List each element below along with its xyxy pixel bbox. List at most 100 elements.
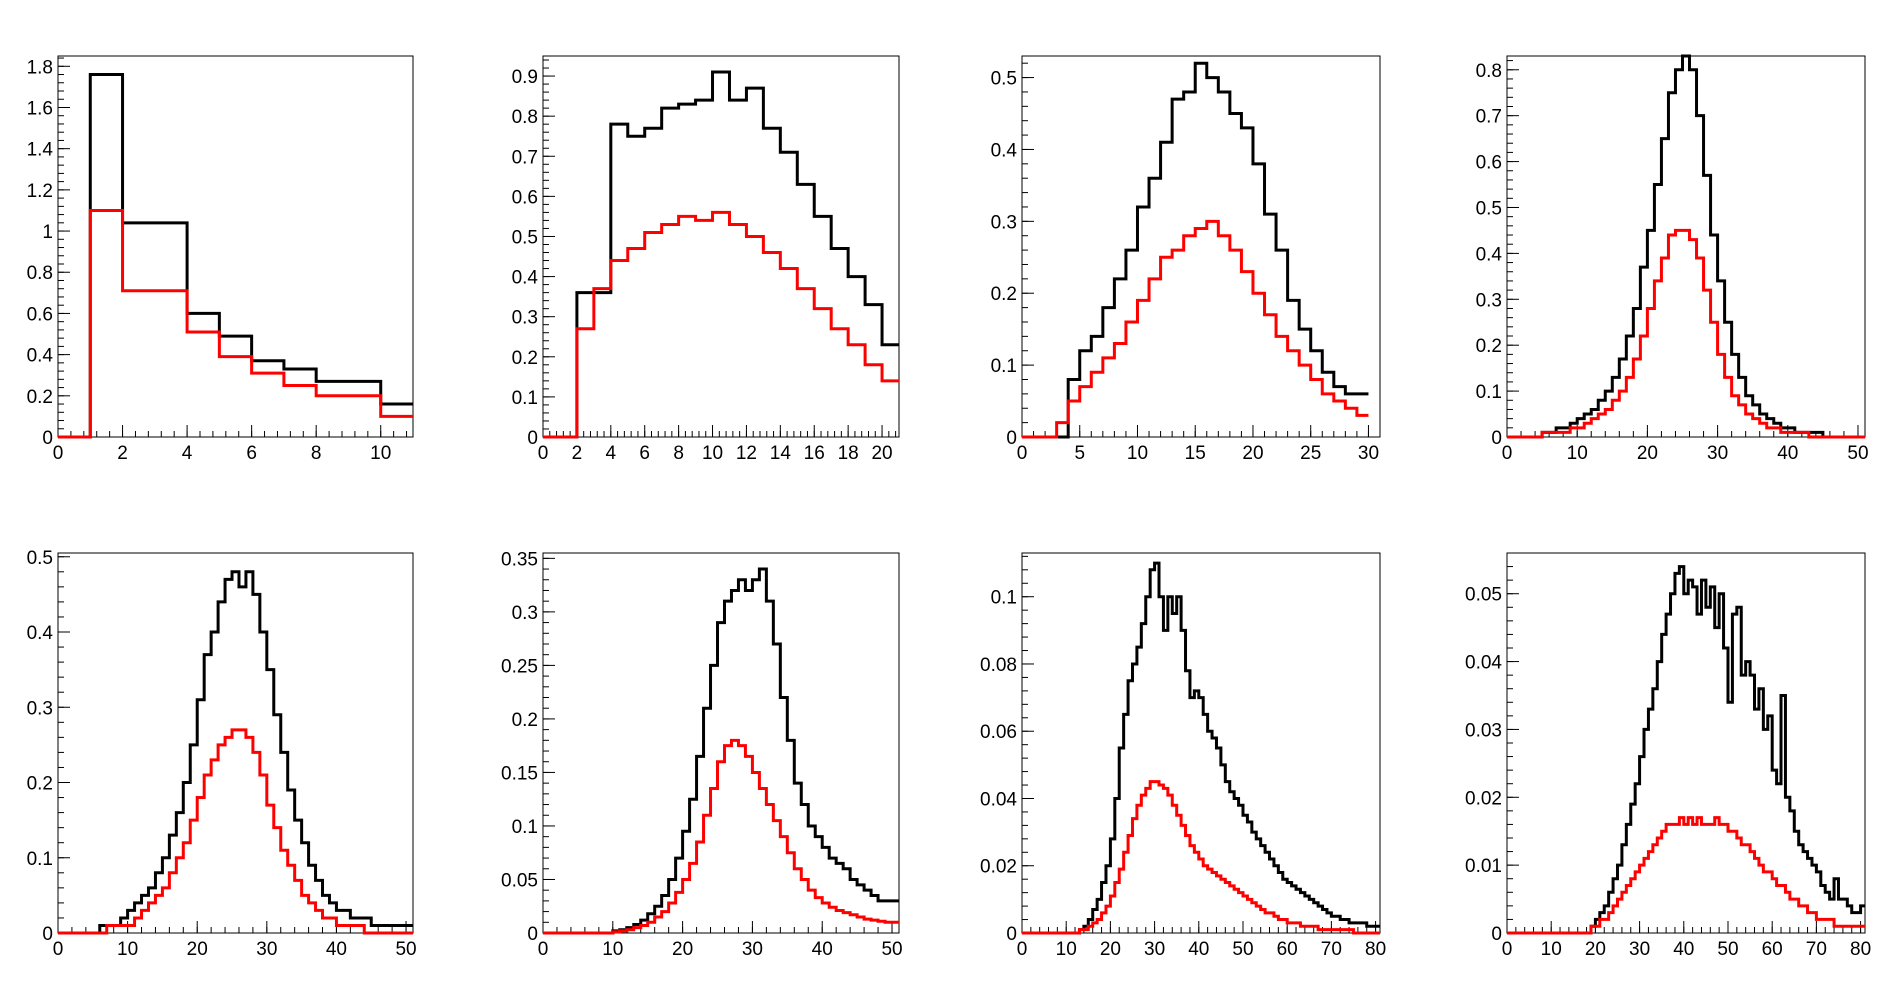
y-tick-label: 0.2 bbox=[27, 774, 53, 795]
y-tick-label: 0.08 bbox=[980, 655, 1017, 676]
y-tick-label: 0.7 bbox=[1476, 107, 1502, 128]
histogram-series-black bbox=[1022, 61, 1369, 439]
plot-frame bbox=[1506, 552, 1866, 934]
y-tick-label: 0.5 bbox=[1476, 198, 1502, 219]
y-tick-label: 0.2 bbox=[512, 348, 538, 369]
y-tick-label: 0 bbox=[42, 428, 53, 449]
x-tick-label: 30 bbox=[1144, 939, 1165, 960]
y-tick-label: 1 bbox=[42, 222, 53, 243]
y-tick-label: 0.8 bbox=[1476, 61, 1502, 82]
y-tick-label: 0.1 bbox=[991, 356, 1017, 377]
y-tick-label: 0 bbox=[1006, 428, 1017, 449]
x-tick-label: 16 bbox=[804, 443, 825, 464]
y-tick-label: 0.2 bbox=[991, 284, 1017, 305]
histogram-series-black bbox=[1022, 561, 1380, 935]
y-tick-label: 0.25 bbox=[501, 656, 538, 677]
y-tick-label: 0.3 bbox=[991, 212, 1017, 233]
y-tick-label: 0.15 bbox=[501, 763, 538, 784]
histogram-panel-7: 0 10 20 30 40 50 60 70 80 0 0.02 0.04 0.06 0.08 0.1 bbox=[980, 552, 1386, 960]
x-tick-label: 40 bbox=[1188, 939, 1209, 960]
plot-frame bbox=[57, 55, 414, 438]
y-tick-label: 0.3 bbox=[1476, 290, 1502, 311]
x-tick-label: 0 bbox=[538, 939, 549, 960]
y-tick-label: 0 bbox=[42, 924, 53, 945]
x-tick-label: 4 bbox=[606, 443, 617, 464]
x-tick-label: 8 bbox=[311, 443, 322, 464]
x-tick-label: 2 bbox=[572, 443, 583, 464]
y-tick-label: 0 bbox=[1006, 924, 1017, 945]
x-tick-label: 6 bbox=[246, 443, 257, 464]
y-tick-label: 0.3 bbox=[512, 308, 538, 329]
x-tick-label: 50 bbox=[881, 939, 902, 960]
histogram-series-black bbox=[58, 73, 413, 439]
y-tick-label: 1.6 bbox=[27, 98, 53, 119]
y-tick-label: 0.05 bbox=[501, 870, 538, 891]
y-tick-label: 0.1 bbox=[27, 849, 53, 870]
x-tick-label: 10 bbox=[702, 443, 723, 464]
x-tick-label: 20 bbox=[871, 443, 892, 464]
y-tick-label: 0 bbox=[1491, 428, 1502, 449]
x-tick-label: 20 bbox=[187, 939, 208, 960]
y-tick-label: 0.1 bbox=[512, 817, 538, 838]
histogram-panel-2: 0 2 4 6 8 10 12 14 16 18 20 0 0.1 0.2 0.3 0.4 0.5 0.6 0.7 0… bbox=[512, 55, 900, 464]
y-tick-label: 1.4 bbox=[27, 140, 54, 161]
plot-frame bbox=[542, 552, 900, 934]
plot-frame bbox=[1021, 552, 1381, 934]
y-tick-label: 0.2 bbox=[27, 387, 53, 408]
x-tick-label: 20 bbox=[672, 939, 693, 960]
x-tick-label: 30 bbox=[256, 939, 277, 960]
y-tick-label: 0.01 bbox=[1465, 856, 1502, 877]
histogram-series-red bbox=[58, 728, 413, 935]
y-tick-label: 0.4 bbox=[512, 268, 539, 289]
y-tick-label: 0.35 bbox=[501, 549, 538, 570]
histogram-series-red bbox=[1022, 780, 1380, 935]
y-tick-label: 0 bbox=[527, 924, 538, 945]
histogram-panel-3: 0 5 10 15 20 25 30 0 0.1 0.2 0.3 0.4 0.5 bbox=[991, 55, 1381, 464]
x-tick-label: 0 bbox=[538, 443, 549, 464]
y-tick-label: 0.5 bbox=[991, 69, 1017, 90]
x-tick-label: 6 bbox=[639, 443, 650, 464]
histogram-panel-8: 0 10 20 30 40 50 60 70 80 0 0.01 0.02 0.03 0.04 0.05 bbox=[1465, 552, 1871, 960]
x-tick-label: 40 bbox=[1673, 939, 1694, 960]
x-tick-label: 10 bbox=[1541, 939, 1562, 960]
x-tick-label: 40 bbox=[812, 939, 833, 960]
x-tick-label: 0 bbox=[53, 939, 64, 960]
x-tick-label: 50 bbox=[1847, 443, 1868, 464]
y-tick-label: 0.4 bbox=[27, 346, 54, 367]
x-tick-label: 60 bbox=[1277, 939, 1298, 960]
x-tick-label: 8 bbox=[673, 443, 684, 464]
plot-frame bbox=[542, 55, 900, 438]
histogram-series-black bbox=[1507, 54, 1865, 439]
x-tick-label: 0 bbox=[1502, 443, 1513, 464]
x-tick-label: 70 bbox=[1806, 939, 1827, 960]
x-tick-label: 20 bbox=[1100, 939, 1121, 960]
y-tick-label: 0.03 bbox=[1465, 720, 1502, 741]
x-tick-label: 50 bbox=[1717, 939, 1738, 960]
y-tick-label: 0.1 bbox=[991, 588, 1017, 609]
y-tick-label: 0.7 bbox=[512, 147, 538, 168]
x-tick-label: 0 bbox=[1017, 443, 1028, 464]
x-tick-label: 2 bbox=[117, 443, 128, 464]
y-tick-label: 0.2 bbox=[1476, 336, 1502, 357]
y-tick-label: 0.05 bbox=[1465, 585, 1502, 606]
histogram-panel-6: 0 10 20 30 40 50 0 0.05 0.1 0.15 0.2 0.25 0.3 0.35 bbox=[501, 549, 903, 960]
x-tick-label: 5 bbox=[1074, 443, 1085, 464]
plot-frame bbox=[57, 552, 414, 934]
x-tick-label: 25 bbox=[1300, 443, 1321, 464]
y-tick-label: 0.06 bbox=[980, 722, 1017, 743]
histogram-series-black bbox=[543, 70, 899, 439]
x-tick-label: 0 bbox=[53, 443, 64, 464]
histogram-series-red bbox=[58, 208, 413, 439]
y-tick-label: 0.9 bbox=[512, 67, 538, 88]
x-tick-label: 10 bbox=[602, 939, 623, 960]
histogram-series-red bbox=[1022, 219, 1369, 439]
y-tick-label: 0.6 bbox=[512, 187, 538, 208]
y-tick-label: 0.5 bbox=[27, 548, 53, 569]
x-tick-label: 70 bbox=[1321, 939, 1342, 960]
y-tick-label: 0.04 bbox=[1465, 653, 1502, 674]
histogram-series-black bbox=[543, 567, 899, 935]
y-tick-label: 0.02 bbox=[1465, 788, 1502, 809]
histogram-panel-1: 0 2 4 6 8 10 0 0.2 0.4 0.6 0.8 1 1.2 1.4 1.6 1.8 bbox=[27, 55, 414, 464]
